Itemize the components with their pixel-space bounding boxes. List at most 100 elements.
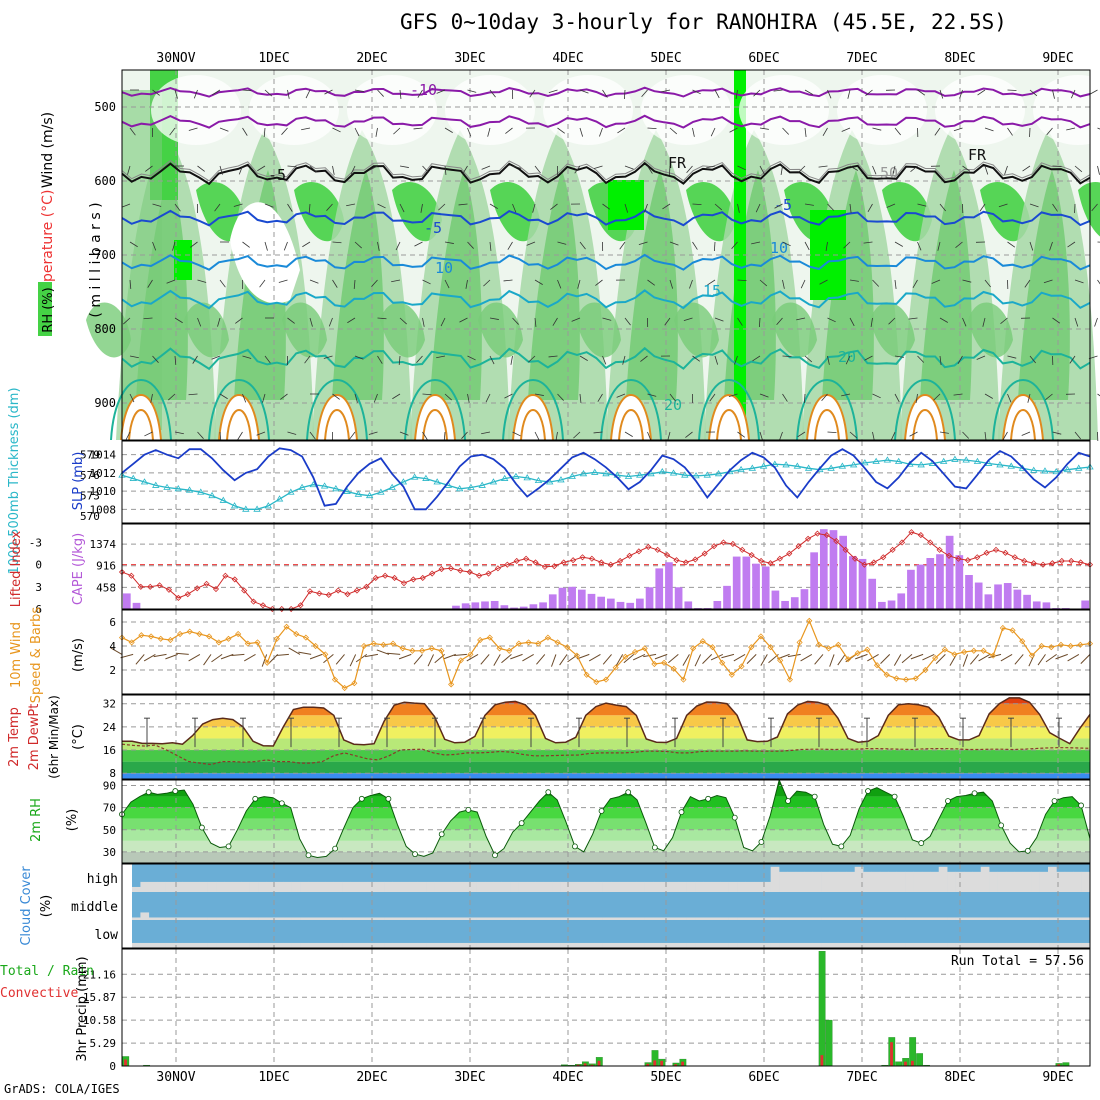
cloud-cell (207, 917, 217, 920)
cloud-cell (644, 881, 654, 892)
thickness-point (230, 502, 239, 509)
cloud-cell (972, 871, 982, 892)
isotherm-20 (110, 379, 172, 441)
wind-barb (937, 241, 941, 251)
thickness-point (872, 457, 880, 464)
cape-bar (800, 589, 809, 609)
ylabel-rh-units: (%) (65, 809, 80, 832)
wind-barb (219, 127, 229, 132)
precip-tick: 5.29 (90, 1037, 117, 1050)
wind-barb (849, 203, 852, 213)
wind-barb (624, 203, 629, 213)
wind-barb (150, 393, 153, 403)
lifted-index-point (335, 587, 342, 594)
cloud-cell (207, 881, 217, 892)
wind-barb (510, 355, 513, 365)
wind-barb (376, 649, 390, 655)
lifted-index-point (927, 539, 934, 546)
cloud-cell (905, 871, 914, 892)
thickness-tick: 570 (80, 510, 100, 523)
wind-barb (174, 431, 184, 435)
wind-barb (489, 89, 496, 98)
thickness-point (602, 470, 610, 477)
rh-legend-swatch (38, 282, 52, 336)
cape-bar (607, 598, 615, 609)
wind-speed-point (370, 640, 377, 647)
cape-bar (123, 593, 131, 609)
wind-barb (481, 165, 491, 170)
cloud-cell (484, 917, 494, 920)
thickness-point (523, 474, 531, 481)
rh-band (122, 807, 1090, 819)
contour-label: 15 (703, 282, 721, 300)
cloud-cell (468, 881, 477, 892)
isotherm-20 (404, 379, 466, 441)
isotherm-30 (128, 409, 154, 441)
wind-barb (804, 355, 813, 363)
wind-barb (647, 279, 656, 286)
rh-point (225, 843, 232, 850)
cloud-cell (728, 942, 738, 948)
isotherm-20 (796, 379, 858, 441)
wind-barb (233, 203, 243, 207)
cloud-cell (1047, 866, 1057, 892)
cloud-cell (711, 917, 721, 920)
wind-barb (845, 355, 851, 365)
wind-barb (759, 431, 764, 441)
lifted-index-point (560, 559, 567, 566)
cloud-cell (812, 871, 822, 892)
wind-barb (152, 241, 157, 251)
cloud-cell (947, 871, 956, 892)
cape-bar (1013, 589, 1022, 609)
lifted-index-point (645, 543, 652, 550)
wind-barb (753, 89, 761, 97)
wind-barb (602, 317, 612, 321)
wind-speed-point (312, 642, 319, 650)
cloud-cell (678, 881, 687, 892)
wind-barb (145, 165, 153, 172)
wind-barb (737, 279, 747, 282)
wind-speed-point (244, 640, 251, 647)
wind-speed-point (641, 645, 648, 652)
wind-barb (485, 393, 491, 403)
cloud-cell (711, 942, 721, 948)
thickness-point (962, 456, 970, 463)
wind-barb (110, 647, 123, 655)
wind-speed-point (1009, 627, 1016, 634)
cloud-cell (552, 917, 561, 920)
cloud-cell (963, 942, 973, 948)
wind-speed-point (738, 663, 745, 670)
wind-barb (931, 279, 941, 284)
wind-speed-point (690, 645, 697, 652)
wind-barb (692, 203, 702, 206)
cloud-cell (224, 881, 234, 892)
cloud-cell (526, 942, 536, 948)
lifted-index-point (786, 550, 793, 557)
wind-barb (413, 654, 423, 665)
wind-speed-point (883, 671, 890, 678)
lifted-index-point (1030, 560, 1037, 567)
precip-convective-bar (681, 1061, 684, 1066)
wind-barb (1069, 355, 1076, 364)
cape-bar (674, 587, 683, 609)
wind-barb (1052, 317, 1061, 324)
lifted-index-point (880, 554, 887, 561)
cloud-cell (291, 942, 301, 948)
wind-barb (782, 279, 785, 289)
cloud-cell (653, 942, 662, 948)
contour-label: 20 (838, 348, 856, 366)
cloud-cell (417, 881, 427, 892)
wind-barb (602, 89, 608, 98)
wind-speed-point (602, 676, 610, 683)
cloud-cell (493, 917, 503, 920)
cloud-cell (157, 917, 166, 920)
wind-barb (326, 203, 333, 211)
lifted-index-point (551, 563, 558, 570)
wind-barb (129, 279, 132, 290)
cape-bar (461, 603, 470, 609)
wind-barb (827, 355, 830, 365)
date-label-bottom: 3DEC (454, 1070, 485, 1085)
wind-barb (309, 431, 316, 440)
cloud-cell (283, 942, 292, 948)
rh-tick: 30 (103, 846, 116, 859)
